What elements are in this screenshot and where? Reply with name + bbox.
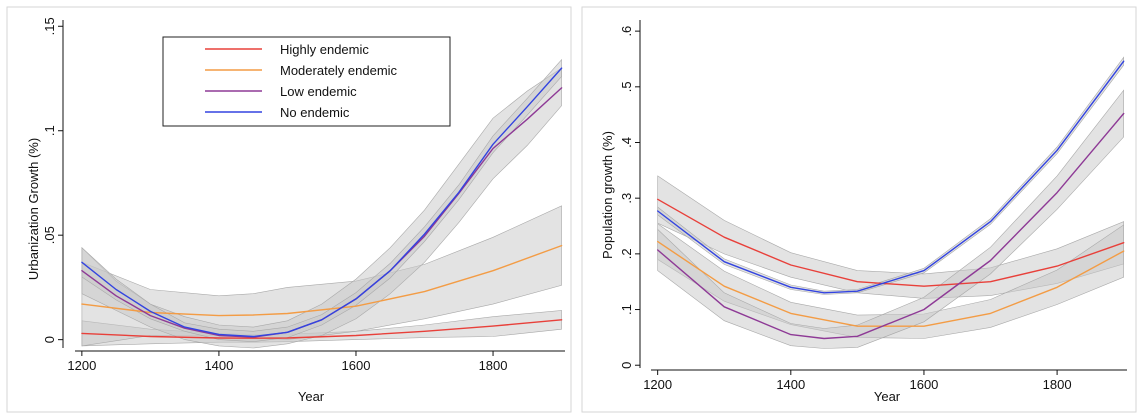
legend-item-no-endemic: No endemic [205, 105, 350, 120]
legend-item-highly-endemic: Highly endemic [205, 42, 369, 57]
legend-label: Highly endemic [280, 42, 369, 57]
ci-band-no-endemic [657, 56, 1124, 295]
series-line-highly-endemic [657, 198, 1125, 287]
y-tick: .4 [619, 137, 640, 148]
x-tick: 1600 [909, 370, 938, 392]
axes: 0 .05 .1 .15 1200 1400 1600 1800 [42, 17, 565, 373]
x-axis-label: Year [298, 389, 325, 404]
x-tick-label: 1600 [909, 377, 938, 392]
x-tick-label: 1800 [479, 358, 508, 373]
y-tick: .1 [619, 304, 640, 315]
y-tick-label: .1 [42, 125, 57, 136]
ci-band-low-endemic [81, 67, 562, 349]
x-tick: 1600 [342, 351, 371, 373]
series-line-no-endemic [657, 60, 1125, 294]
y-tick: .15 [42, 17, 63, 35]
legend-label: No endemic [280, 105, 350, 120]
y-tick-label: .05 [42, 226, 57, 244]
y-tick: .5 [619, 81, 640, 92]
y-tick: .2 [619, 248, 640, 259]
x-tick: 1800 [1043, 370, 1072, 392]
y-tick-label: .6 [619, 26, 634, 37]
y-tick: .1 [42, 125, 63, 136]
series-line-highly-endemic [81, 319, 563, 339]
x-tick: 1400 [204, 351, 233, 373]
y-tick-label: .5 [619, 81, 634, 92]
series-line-moderately-endemic [657, 240, 1125, 327]
series-line-moderately-endemic [81, 244, 563, 317]
y-tick: .6 [619, 26, 640, 37]
legend-label: Low endemic [280, 84, 357, 99]
x-tick-label: 1200 [67, 358, 96, 373]
series-line-low-endemic [657, 112, 1125, 340]
x-tick: 1200 [67, 351, 96, 373]
y-tick-label: 0 [42, 336, 57, 343]
series-lines [81, 67, 563, 339]
x-tick-label: 1400 [776, 377, 805, 392]
y-axis-label: Population growth (%) [600, 131, 615, 259]
y-tick: 0 [42, 336, 63, 343]
chart-population-growth: 0 .1 .2 .3 .4 .5 .6 1200 1400 1600 1800 Year Popul… [581, 6, 1137, 413]
x-tick: 1400 [776, 370, 805, 392]
legend-item-moderately-endemic: Moderately endemic [205, 63, 398, 78]
x-tick-label: 1600 [342, 358, 371, 373]
x-tick-label: 1200 [643, 377, 672, 392]
axes: 0 .1 .2 .3 .4 .5 .6 1200 1400 1600 1800 [619, 20, 1127, 392]
y-tick-label: .15 [42, 17, 57, 35]
x-tick: 1800 [479, 351, 508, 373]
x-axis-label: Year [874, 389, 901, 404]
y-tick-label: 0 [619, 362, 634, 369]
series-line-no-endemic [81, 67, 563, 338]
y-tick-label: .2 [619, 248, 634, 259]
legend-item-low-endemic: Low endemic [205, 84, 357, 99]
ci-band-no-endemic [81, 58, 562, 343]
y-tick-label: .1 [619, 304, 634, 315]
legend-label: Moderately endemic [280, 63, 398, 78]
chart-urbanization-growth: 0 .05 .1 .15 1200 1400 1600 1800 Highly endemic… [6, 6, 572, 413]
x-tick: 1200 [643, 370, 672, 392]
y-axis-label: Urbanization Growth (%) [26, 138, 41, 280]
y-tick: 0 [619, 362, 640, 369]
x-tick-label: 1400 [204, 358, 233, 373]
y-tick: .05 [42, 226, 63, 244]
series-lines [657, 60, 1125, 340]
legend-box [162, 36, 451, 127]
y-tick-label: .3 [619, 193, 634, 204]
x-tick-label: 1800 [1043, 377, 1072, 392]
y-tick: .3 [619, 193, 640, 204]
y-tick-label: .4 [619, 137, 634, 148]
legend: Highly endemic Moderately endemic Low ende… [162, 36, 451, 127]
